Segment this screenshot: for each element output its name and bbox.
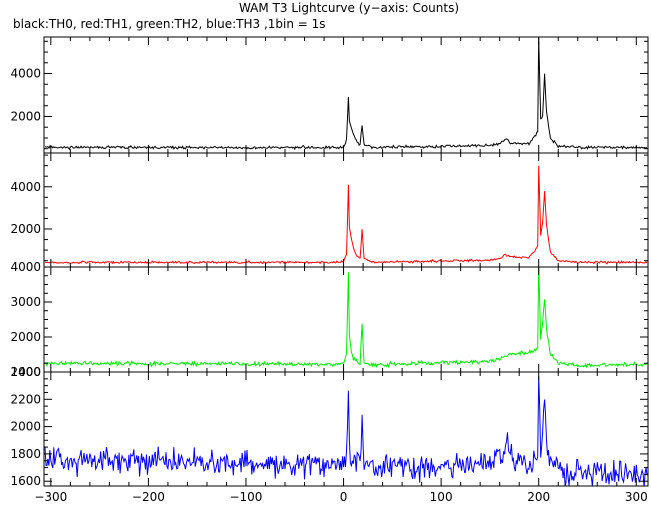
- x-tick-label: 300: [625, 490, 648, 504]
- x-axis: −300 −200 −100 0 100 200 300: [34, 490, 647, 504]
- y-tick-label: 1000: [10, 365, 41, 379]
- y-tick-label: 3000: [10, 295, 41, 309]
- x-tick-label: 100: [430, 490, 453, 504]
- y-tick-label: 1800: [10, 447, 41, 461]
- panel-th0: 2000 4000: [10, 36, 649, 154]
- series-line-th1: [44, 165, 648, 265]
- chart-subtitle: black:TH0, red:TH1, green:TH2, blue:TH3 …: [13, 17, 326, 31]
- panel-frame: [43, 371, 649, 487]
- y-tick-label: 2200: [10, 392, 41, 406]
- panel-th2: 1000 2000 3000 4000: [10, 260, 649, 379]
- panel-frame: [43, 152, 649, 268]
- x-tick-label: 200: [527, 490, 550, 504]
- panel-th1: 2000 4000: [10, 152, 649, 268]
- y-tick-label: 2000: [10, 330, 41, 344]
- y-tick-label: 4000: [10, 67, 41, 81]
- y-tick-label: 2000: [10, 420, 41, 434]
- y-tick-label: 4000: [10, 180, 41, 194]
- panels-group: 2000 4000 2000 4000 1000 2000 3000 4000 1600 1800…: [10, 36, 649, 488]
- y-tick-label: 2000: [10, 109, 41, 123]
- panel-th3: 1600 1800 2000 2200 2400: [10, 365, 649, 488]
- y-tick-label: 2400: [10, 365, 41, 379]
- x-tick-label: −300: [34, 490, 67, 504]
- y-tick-label: 2000: [10, 222, 41, 236]
- x-tick-label: 0: [340, 490, 348, 504]
- chart-title: WAM T3 Lightcurve (y−axis: Counts): [239, 1, 459, 15]
- series-line-th3: [44, 376, 648, 486]
- series-line-th2: [44, 267, 648, 369]
- x-tick-label: −100: [229, 490, 262, 504]
- y-tick-label: 4000: [10, 260, 41, 274]
- series-line-th0: [44, 37, 648, 151]
- x-tick-label: −200: [132, 490, 165, 504]
- panel-frame: [43, 36, 649, 154]
- y-tick-label: 1600: [10, 474, 41, 488]
